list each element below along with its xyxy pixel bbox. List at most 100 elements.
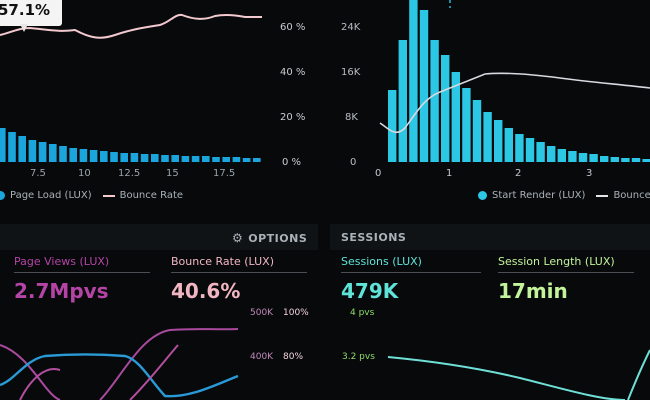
histogram-bar — [589, 154, 598, 162]
histogram-bar — [151, 154, 159, 162]
bounce-rate-line-right — [379, 72, 650, 133]
x-tick: 0 — [375, 168, 382, 179]
histogram-bar — [110, 152, 118, 162]
legend-line-label: Bounce Rate — [119, 190, 184, 201]
histogram-bar — [462, 88, 471, 162]
page-views-peak-line — [19, 344, 179, 400]
left-axis-tick: 16K — [341, 67, 361, 78]
axis-tick-k: 500K — [250, 308, 274, 318]
metric-session-length[interactable]: Session Length (LUX) 17min — [498, 255, 634, 303]
value-tooltip: 57.1% — [0, 0, 62, 26]
histogram-bar — [600, 156, 609, 162]
histogram-bar — [253, 158, 261, 162]
metric-label: Bounce Rate (LUX) — [171, 255, 275, 268]
histogram-bar — [18, 136, 26, 162]
legend-bar-swatch — [478, 191, 487, 200]
options-button[interactable]: ⚙ OPTIONS — [232, 231, 307, 245]
x-tick: 15 — [166, 168, 179, 179]
histogram-bar — [0, 128, 6, 162]
histogram-bar — [242, 158, 251, 162]
legend-bar-label: Start Render (LUX) — [492, 190, 586, 201]
histogram-bar — [483, 112, 492, 162]
left-axis-tick: 0 — [350, 157, 357, 168]
histogram-bar — [557, 149, 566, 162]
x-tick: 17.5 — [213, 168, 236, 179]
histogram-bar — [130, 153, 139, 162]
histogram-bar — [38, 142, 47, 162]
histogram-bar — [398, 40, 407, 162]
bounce-rate-line-left — [0, 13, 262, 39]
histogram-bar — [120, 153, 128, 162]
axis-tick-pvs: 4 pvs — [350, 308, 375, 318]
right-axis-tick: 40 % — [280, 67, 306, 78]
metric-value: 2.7Mpvs — [14, 279, 109, 303]
options-label: OPTIONS — [248, 231, 308, 245]
histogram-bar — [621, 158, 630, 162]
histogram-bar — [212, 157, 220, 162]
legend-line-swatch — [596, 194, 609, 197]
legend-line-label: Bounce Rate — [613, 190, 650, 201]
histogram-bar — [430, 40, 439, 162]
left-chart-legend: Page Load (LUX) Bounce Rate — [0, 190, 183, 201]
histogram-bar — [100, 151, 108, 162]
x-tick: 12.5 — [118, 168, 141, 179]
histogram-bar — [79, 149, 88, 162]
histogram-bar — [232, 157, 241, 162]
histogram-bar — [547, 146, 556, 162]
legend-bar-swatch — [0, 191, 5, 200]
histogram-bar — [59, 146, 67, 162]
histogram-bar — [441, 55, 450, 162]
x-tick: 1 — [446, 168, 453, 179]
left-axis-tick: 24K — [341, 22, 361, 33]
metric-divider — [341, 272, 481, 273]
x-tick: 7.5 — [30, 168, 46, 179]
right-chart-legend: Start Render (LUX) Bounce Rate — [478, 190, 650, 201]
histogram-bar — [568, 151, 577, 162]
histogram-bar — [472, 100, 482, 162]
histogram-bar — [8, 132, 16, 162]
histogram-bar — [578, 153, 588, 162]
axis-tick-k: 400K — [250, 352, 274, 362]
histogram-bar — [28, 140, 37, 162]
start-render-bars — [388, 0, 650, 162]
histogram-bar — [191, 156, 200, 162]
left-axis-tick: 8K — [345, 112, 358, 123]
page-views-trend-line — [0, 328, 239, 400]
metric-bounce-rate[interactable]: Bounce Rate (LUX) 40.6% — [171, 255, 307, 303]
metric-divider — [498, 272, 634, 273]
x-tick: 3 — [586, 168, 593, 179]
histogram-bar — [525, 138, 535, 162]
right-axis-tick: 60 % — [280, 22, 306, 33]
right-axis-tick: 0 % — [282, 157, 302, 168]
histogram-bar — [202, 156, 210, 162]
metric-label: Session Length (LUX) — [498, 255, 615, 268]
histogram-bar — [642, 159, 650, 162]
axis-tick-pct: 80% — [283, 352, 304, 362]
metric-page-views[interactable]: Page Views (LUX) 2.7Mpvs — [14, 255, 150, 303]
metric-value: 40.6% — [171, 279, 241, 303]
bounce-rate-trend-line — [0, 353, 239, 398]
x-tick: 10 — [78, 168, 91, 179]
sessions-trend-line — [387, 349, 650, 400]
page-load-bars — [0, 128, 261, 162]
histogram-bar — [536, 142, 545, 162]
metric-value: 17min — [498, 279, 568, 303]
axis-tick-pvs: 3.2 pvs — [342, 352, 375, 362]
histogram-bar — [631, 158, 641, 162]
cursor-icon — [20, 24, 28, 32]
metric-divider — [171, 272, 307, 273]
metric-divider — [14, 272, 150, 273]
metric-value: 479K — [341, 279, 399, 303]
legend-bar-label: Page Load (LUX) — [10, 190, 92, 201]
gear-icon: ⚙ — [232, 231, 244, 245]
sessions-section-title: SESSIONS — [341, 231, 407, 244]
metric-label: Page Views (LUX) — [14, 255, 110, 268]
histogram-bar — [181, 156, 190, 162]
histogram-bar — [161, 155, 169, 162]
histogram-bar — [49, 144, 57, 162]
metric-sessions[interactable]: Sessions (LUX) 479K — [341, 255, 481, 303]
histogram-bar — [388, 90, 397, 162]
histogram-bar — [89, 150, 98, 162]
histogram-bar — [451, 72, 460, 162]
